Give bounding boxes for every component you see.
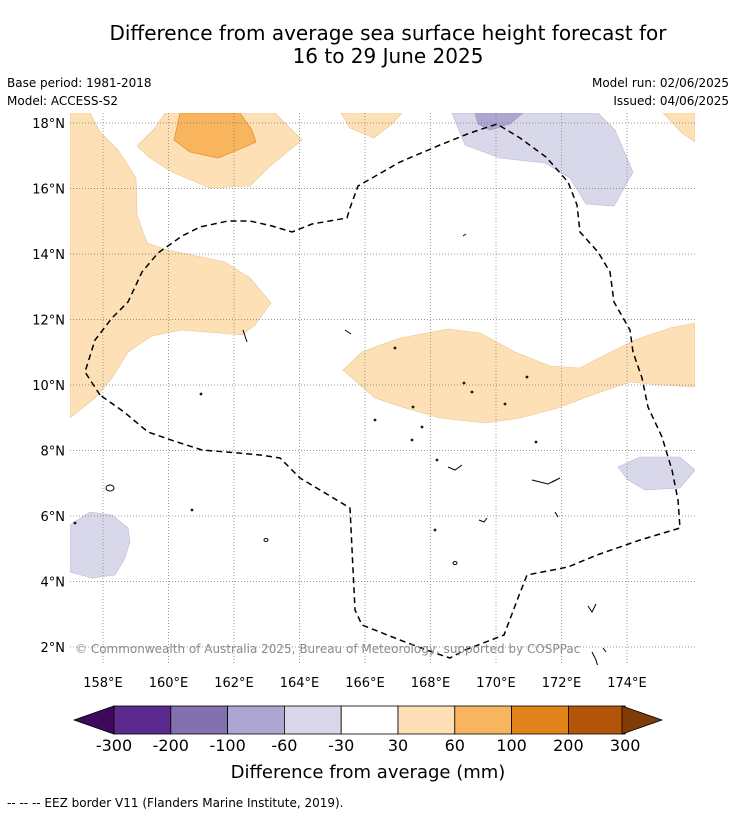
island-outline <box>344 329 352 335</box>
island-outline <box>525 375 529 379</box>
island-outline <box>447 464 463 471</box>
map-title: Difference from average sea surface heig… <box>0 22 736 68</box>
island-outline <box>602 647 607 653</box>
colorbar-tick-label: 200 <box>553 736 584 755</box>
latitude-label: 2°N <box>41 641 66 656</box>
colorbar-cell <box>511 705 569 735</box>
island-outline <box>587 603 597 613</box>
map-plot-area: © Commonwealth of Australia 2025, Bureau… <box>70 113 695 665</box>
colorbar-cell <box>283 705 342 735</box>
meta-right: Model run: 02/06/2025 Issued: 04/06/2025 <box>592 74 729 110</box>
title-line-2: 16 to 29 June 2025 <box>292 44 484 68</box>
copyright-notice: © Commonwealth of Australia 2025, Bureau… <box>75 642 580 656</box>
island-outline <box>420 425 424 429</box>
longitude-label: 164°E <box>280 676 320 691</box>
longitude-label: 166°E <box>345 676 385 691</box>
colorbar: -300 -200 -100 -60 -30 30 60 100 200 300 Differen… <box>72 705 664 783</box>
colorbar-tick-label: 300 <box>610 736 641 755</box>
island-outline <box>373 418 377 422</box>
island-outline <box>591 651 598 665</box>
anomaly-area-northeast <box>662 113 695 143</box>
issued-text: Issued: 04/06/2025 <box>613 94 729 108</box>
colorbar-cell <box>397 705 456 735</box>
longitude-label: 160°E <box>149 676 189 691</box>
anomaly-core-north <box>173 113 257 159</box>
island-outline <box>462 233 467 237</box>
latitude-label: 10°N <box>32 379 65 394</box>
latitude-label: 18°N <box>32 117 65 132</box>
longitude-labels: 158°E 160°E 162°E 164°E 166°E 168°E 170°E 172°E… <box>83 676 647 691</box>
colorbar-tick-label: -100 <box>209 736 245 755</box>
colorbar-extend-high <box>621 705 664 735</box>
island-outline <box>411 405 415 409</box>
island-outline <box>199 392 203 396</box>
base-period-text: Base period: 1981-2018 <box>7 76 152 90</box>
latitude-label: 14°N <box>32 248 65 263</box>
longitude-label: 174°E <box>607 676 647 691</box>
longitude-label: 172°E <box>542 676 582 691</box>
latitude-label: 8°N <box>41 445 66 460</box>
colorbar-cell <box>454 705 512 735</box>
eez-footnote: -- -- -- EEZ border V11 (Flanders Marine… <box>7 796 344 810</box>
colorbar-tick-label: 100 <box>496 736 527 755</box>
island-outline <box>73 521 77 525</box>
anomaly-area-east-negative <box>617 456 695 491</box>
island-outline <box>410 438 414 442</box>
colorbar-cell <box>568 705 626 735</box>
anomaly-core-northeast-negative <box>474 113 524 131</box>
title-line-1: Difference from average sea surface heig… <box>109 21 667 45</box>
island-outline <box>105 484 115 492</box>
anomaly-area-west <box>70 113 272 419</box>
gridlines <box>70 113 695 665</box>
island-outline <box>393 346 397 350</box>
anomaly-area-north-2 <box>340 113 403 139</box>
latitude-label: 4°N <box>41 576 66 591</box>
island-outline <box>190 508 194 512</box>
island-outlines <box>73 233 607 665</box>
meta-left: Base period: 1981-2018 Model: ACCESS-S2 <box>7 74 152 110</box>
island-outline <box>470 390 474 394</box>
island-outline <box>551 477 561 483</box>
latitude-label: 16°N <box>32 183 65 198</box>
island-outline <box>263 538 269 542</box>
latitude-label: 6°N <box>41 510 66 525</box>
longitude-label: 170°E <box>476 676 516 691</box>
island-outline <box>478 517 488 523</box>
anomaly-area-southwest-negative <box>70 511 131 579</box>
colorbar-label: Difference from average (mm) <box>231 762 506 783</box>
island-outline <box>534 440 538 444</box>
colorbar-cell <box>170 705 229 735</box>
island-outline <box>435 458 439 462</box>
longitude-label: 168°E <box>411 676 451 691</box>
island-outline <box>242 329 248 343</box>
island-outline <box>503 402 507 406</box>
island-outline <box>433 528 437 532</box>
anomaly-area-northeast-negative <box>451 113 634 207</box>
eez-border <box>84 123 681 659</box>
colorbar-tick-label: -30 <box>328 736 354 755</box>
model-run-text: Model run: 02/06/2025 <box>591 76 729 90</box>
colorbar-cell <box>113 705 172 735</box>
colorbar-cell <box>340 705 399 735</box>
colorbar-extend-low <box>72 705 115 735</box>
colorbar-tick-label: -200 <box>153 736 189 755</box>
longitude-label: 162°E <box>214 676 254 691</box>
anomaly-area-central-band <box>342 322 695 424</box>
colorbar-cell <box>227 705 285 735</box>
latitude-labels: 18°N 16°N 14°N 12°N 10°N 8°N 6°N 4°N 2°N <box>32 117 65 656</box>
colorbar-tick-label: -60 <box>271 736 297 755</box>
model-text: Model: ACCESS-S2 <box>7 94 119 108</box>
island-outline <box>452 561 458 565</box>
colorbar-tick-label: 30 <box>388 736 408 755</box>
latitude-label: 12°N <box>32 314 65 329</box>
colorbar-tick-label: -300 <box>96 736 132 755</box>
colorbar-tick-label: 60 <box>445 736 465 755</box>
island-outline <box>554 511 559 518</box>
island-outline <box>462 381 466 385</box>
longitude-label: 158°E <box>83 676 123 691</box>
